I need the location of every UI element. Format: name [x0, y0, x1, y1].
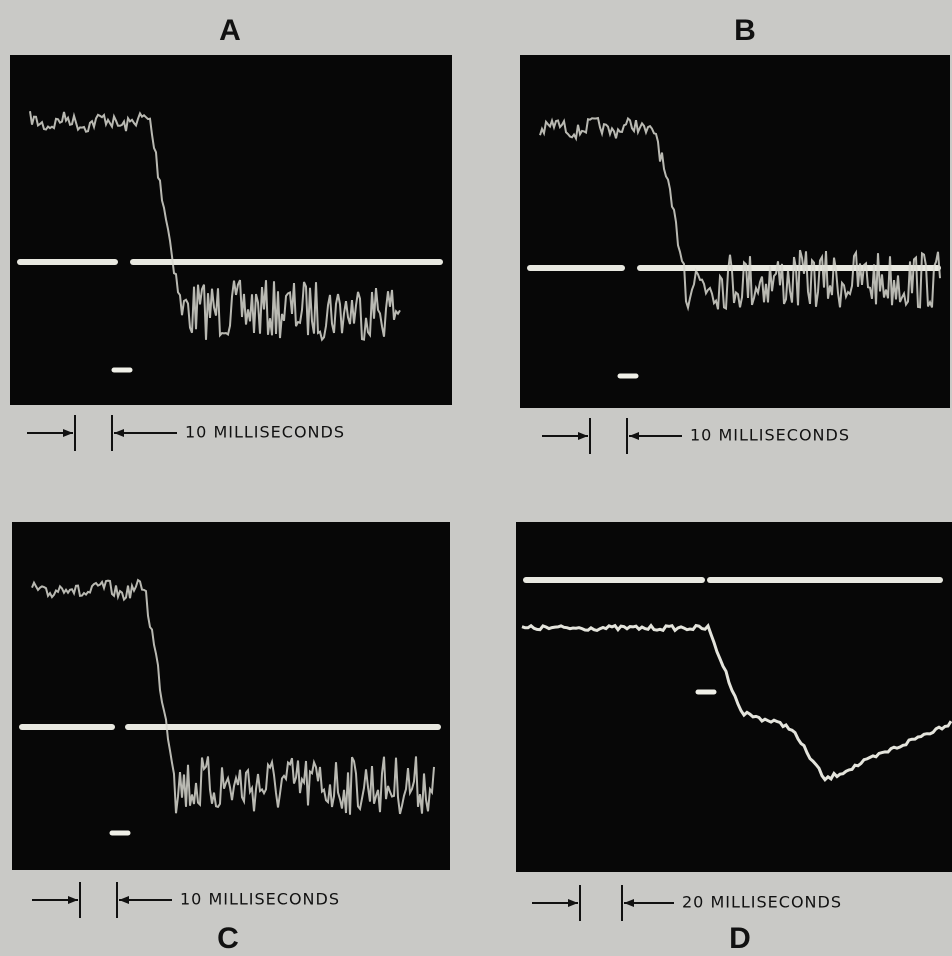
figure: 10 MILLISECONDS A 10 MILLISECONDS B 10 MILLI…	[0, 0, 952, 956]
scope-screen	[12, 522, 450, 870]
panel-label: B	[734, 14, 756, 47]
scale-label: 20 MILLISECONDS	[682, 893, 842, 912]
scope-screen	[10, 55, 452, 405]
panel-label: D	[729, 922, 751, 955]
scale-label: 10 MILLISECONDS	[185, 423, 345, 442]
panel-label: A	[219, 14, 241, 47]
scope-screen	[520, 55, 950, 408]
scale-label: 10 MILLISECONDS	[180, 890, 340, 909]
panel-label: C	[217, 922, 239, 955]
scale-label: 10 MILLISECONDS	[690, 426, 850, 445]
